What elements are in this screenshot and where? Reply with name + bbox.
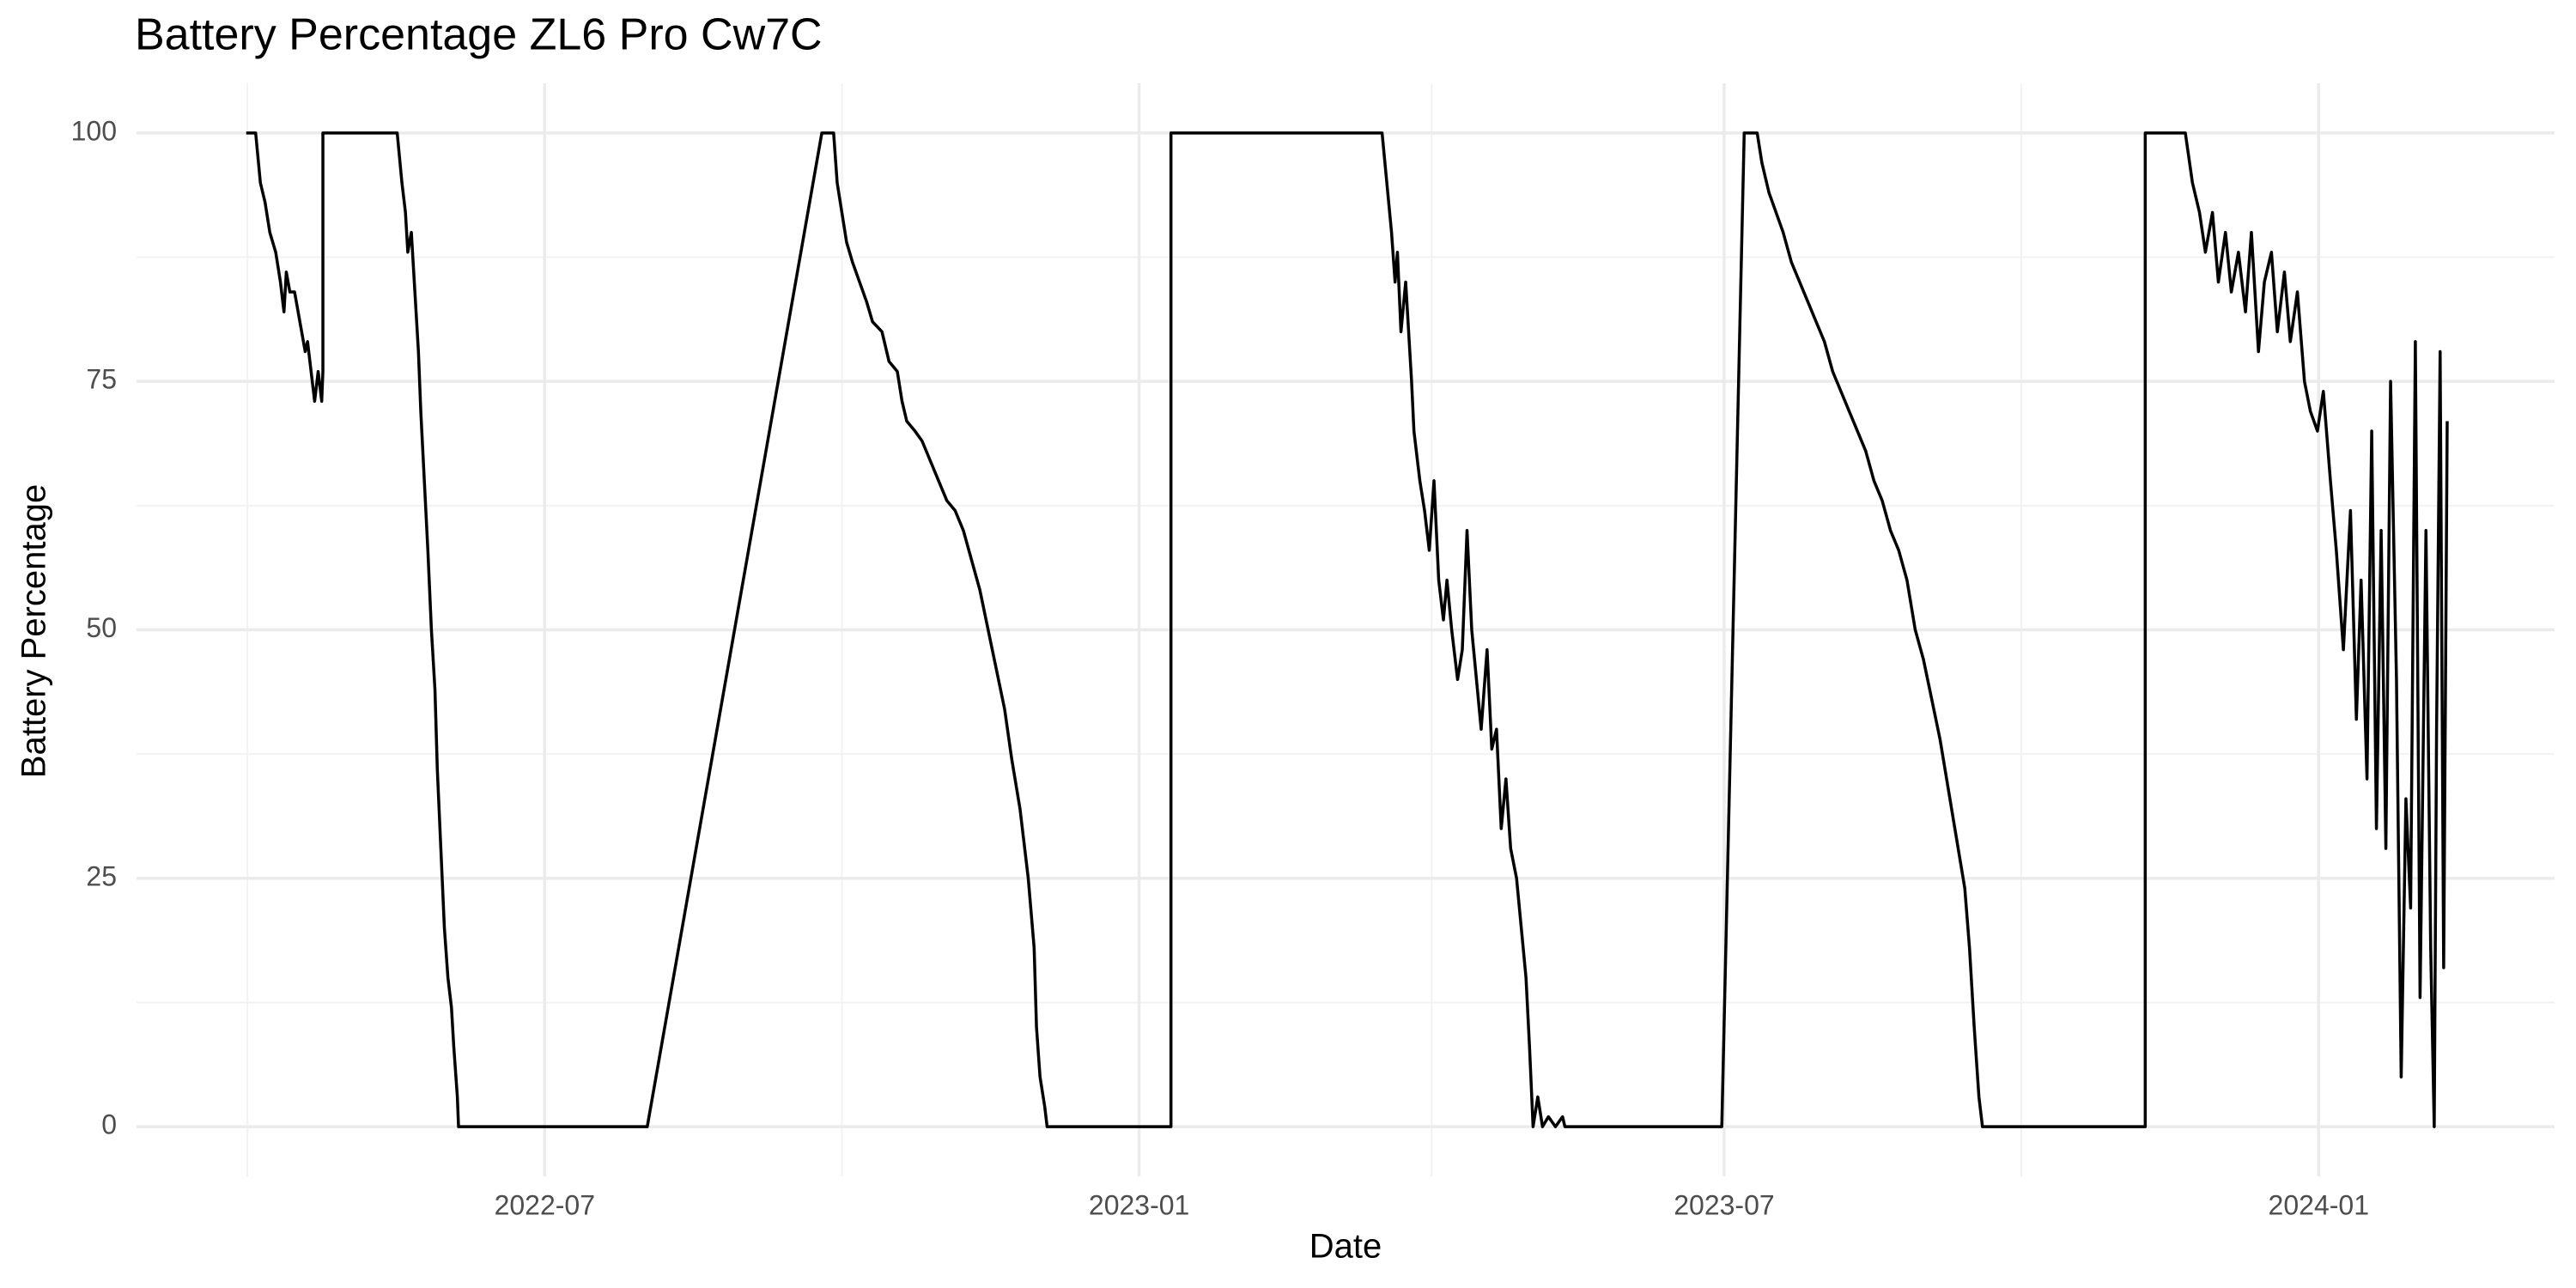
grid xyxy=(137,83,2555,1176)
y-tick-label: 25 xyxy=(86,860,117,891)
x-tick-label: 2023-07 xyxy=(1674,1189,1774,1220)
x-tick-label: 2023-01 xyxy=(1089,1189,1189,1220)
y-tick-label: 75 xyxy=(86,364,117,395)
y-tick-label: 50 xyxy=(86,612,117,643)
y-axis-title: Battery Percentage xyxy=(15,484,53,778)
y-tick-label: 0 xyxy=(101,1109,117,1140)
x-axis-title: Date xyxy=(1309,1228,1382,1266)
chart-title: Battery Percentage ZL6 Pro Cw7C xyxy=(135,10,823,60)
y-tick-label: 100 xyxy=(71,115,117,146)
data-line xyxy=(246,131,2449,1128)
x-tick-label: 2022-07 xyxy=(495,1189,595,1220)
x-tick-label: 2024-01 xyxy=(2269,1189,2369,1220)
